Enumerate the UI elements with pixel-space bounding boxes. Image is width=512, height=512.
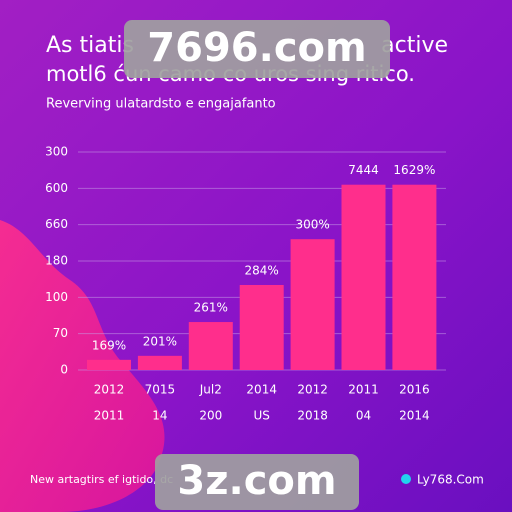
data-label: 284%	[245, 263, 279, 277]
y-tick-label: 100	[45, 290, 68, 304]
x-tick-sublabel: 2011	[94, 409, 125, 423]
y-tick-label: 300	[45, 145, 68, 159]
chart-subtitle: Reverving ulatardsto e engajafanto	[46, 97, 276, 112]
footer-brand: Ly768.Com	[417, 473, 484, 487]
x-tick-label: 2016	[399, 383, 430, 397]
x-tick-sublabel: 2014	[399, 409, 430, 423]
bar	[188, 322, 233, 370]
x-tick-sublabel: 200	[199, 409, 222, 423]
watermark-box	[155, 454, 359, 510]
y-tick-label: 180	[45, 254, 68, 268]
x-tick-label: Jul2	[199, 383, 222, 397]
bar	[290, 239, 335, 370]
x-tick-label: 2012	[94, 383, 125, 397]
bar	[87, 359, 131, 370]
data-label: 201%	[143, 334, 177, 348]
data-label: 300%	[295, 218, 329, 232]
watermark-box	[124, 20, 390, 78]
decor-blob	[0, 220, 165, 512]
x-tick-sublabel: 04	[356, 409, 371, 423]
x-tick-label: 2014	[246, 383, 277, 397]
x-tick-label: 2012	[297, 383, 328, 397]
chart-title: As tiatis	[46, 33, 134, 58]
bar	[392, 184, 437, 370]
y-tick-label: 660	[45, 217, 68, 231]
data-label: 1629%	[393, 163, 435, 177]
watermark: 7696.com	[147, 25, 366, 71]
bar	[239, 284, 284, 370]
y-tick-label: 70	[53, 326, 68, 340]
watermark: 3z.com	[177, 458, 336, 504]
x-tick-sublabel: 2018	[297, 409, 328, 423]
y-tick-label: 0	[60, 363, 68, 377]
bar	[137, 355, 182, 370]
x-tick-sublabel: 14	[152, 409, 167, 423]
data-label: 261%	[194, 301, 228, 315]
x-tick-label: 2011	[348, 383, 379, 397]
data-label: 7444	[348, 163, 379, 177]
x-tick-label: 7015	[145, 383, 176, 397]
brand-dot	[401, 474, 411, 484]
data-label: 169%	[92, 338, 126, 352]
footer-note: New artagtirs ef igtido, dc	[30, 473, 173, 486]
chart-title: active	[381, 33, 448, 58]
x-tick-sublabel: US	[253, 409, 269, 423]
y-tick-label: 600	[45, 181, 68, 195]
bar	[341, 184, 386, 370]
